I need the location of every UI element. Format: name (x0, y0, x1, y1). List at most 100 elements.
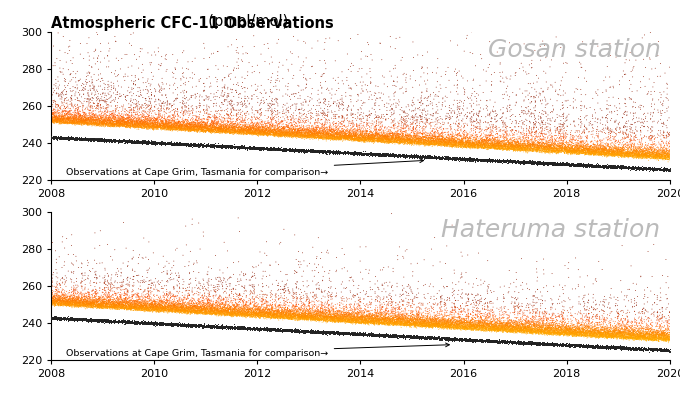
Point (593, 329, 604, 336)
Point (313, 135, 324, 141)
Point (373, 134, 384, 140)
Point (122, 304, 133, 310)
Point (52, 297, 63, 304)
Point (574, 333, 585, 339)
Point (520, 148, 530, 154)
Point (616, 333, 627, 339)
Point (652, 152, 663, 158)
Point (282, 314, 292, 320)
Point (152, 124, 163, 131)
Point (124, 117, 135, 124)
Point (360, 320, 371, 326)
Point (319, 307, 330, 313)
Point (611, 149, 622, 155)
Point (460, 129, 471, 135)
Point (486, 337, 497, 343)
Point (90, 317, 101, 323)
Point (515, 145, 526, 151)
Point (633, 329, 644, 336)
Point (332, 135, 343, 142)
Point (636, 335, 647, 341)
Point (139, 140, 150, 147)
Point (399, 322, 410, 328)
Point (147, 304, 158, 310)
Point (194, 324, 205, 331)
Point (154, 298, 165, 304)
Point (146, 102, 157, 109)
Point (339, 132, 350, 139)
Point (588, 343, 599, 349)
Point (458, 136, 469, 142)
Point (577, 331, 588, 337)
Point (248, 128, 258, 135)
Point (358, 320, 369, 326)
Point (458, 324, 469, 330)
Point (66, 120, 77, 126)
Point (606, 148, 617, 155)
Point (490, 110, 501, 117)
Point (55, 136, 66, 143)
Point (186, 307, 197, 313)
Point (464, 95, 475, 101)
Point (54, 302, 65, 308)
Point (266, 128, 277, 134)
Point (96, 299, 107, 305)
Point (457, 335, 468, 342)
Point (316, 90, 327, 96)
Point (170, 307, 181, 313)
Point (604, 145, 615, 151)
Point (294, 116, 305, 123)
Point (551, 341, 562, 348)
Point (390, 120, 401, 126)
Point (643, 165, 653, 171)
Point (231, 144, 242, 150)
Point (411, 312, 422, 318)
Point (195, 299, 206, 306)
Point (617, 135, 628, 142)
Point (294, 147, 305, 154)
Point (644, 154, 655, 160)
Point (499, 158, 510, 164)
Point (239, 130, 250, 136)
Point (511, 143, 522, 149)
Point (464, 100, 475, 107)
Point (349, 330, 360, 336)
Point (341, 133, 352, 140)
Point (345, 304, 356, 310)
Point (123, 303, 134, 309)
Point (349, 133, 360, 139)
Point (367, 317, 377, 324)
Point (597, 126, 608, 133)
Point (137, 319, 148, 326)
Point (350, 316, 361, 322)
Point (80, 117, 91, 123)
Point (572, 329, 583, 336)
Point (541, 327, 551, 333)
Point (541, 146, 552, 152)
Point (198, 322, 209, 328)
Point (578, 329, 589, 335)
Point (92, 114, 103, 121)
Point (55, 298, 66, 305)
Point (255, 307, 266, 314)
Point (129, 297, 139, 303)
Point (186, 305, 197, 311)
Point (218, 127, 228, 133)
Point (84, 111, 95, 118)
Point (263, 128, 274, 135)
Point (139, 124, 150, 131)
Point (571, 329, 582, 336)
Point (342, 316, 353, 322)
Point (326, 136, 337, 142)
Point (209, 120, 220, 127)
Point (390, 320, 401, 327)
Point (302, 134, 313, 140)
Point (545, 145, 556, 152)
Point (472, 325, 483, 331)
Point (587, 147, 598, 154)
Point (584, 324, 595, 331)
Point (265, 306, 275, 312)
Point (224, 323, 235, 329)
Point (576, 321, 587, 327)
Point (180, 141, 190, 147)
